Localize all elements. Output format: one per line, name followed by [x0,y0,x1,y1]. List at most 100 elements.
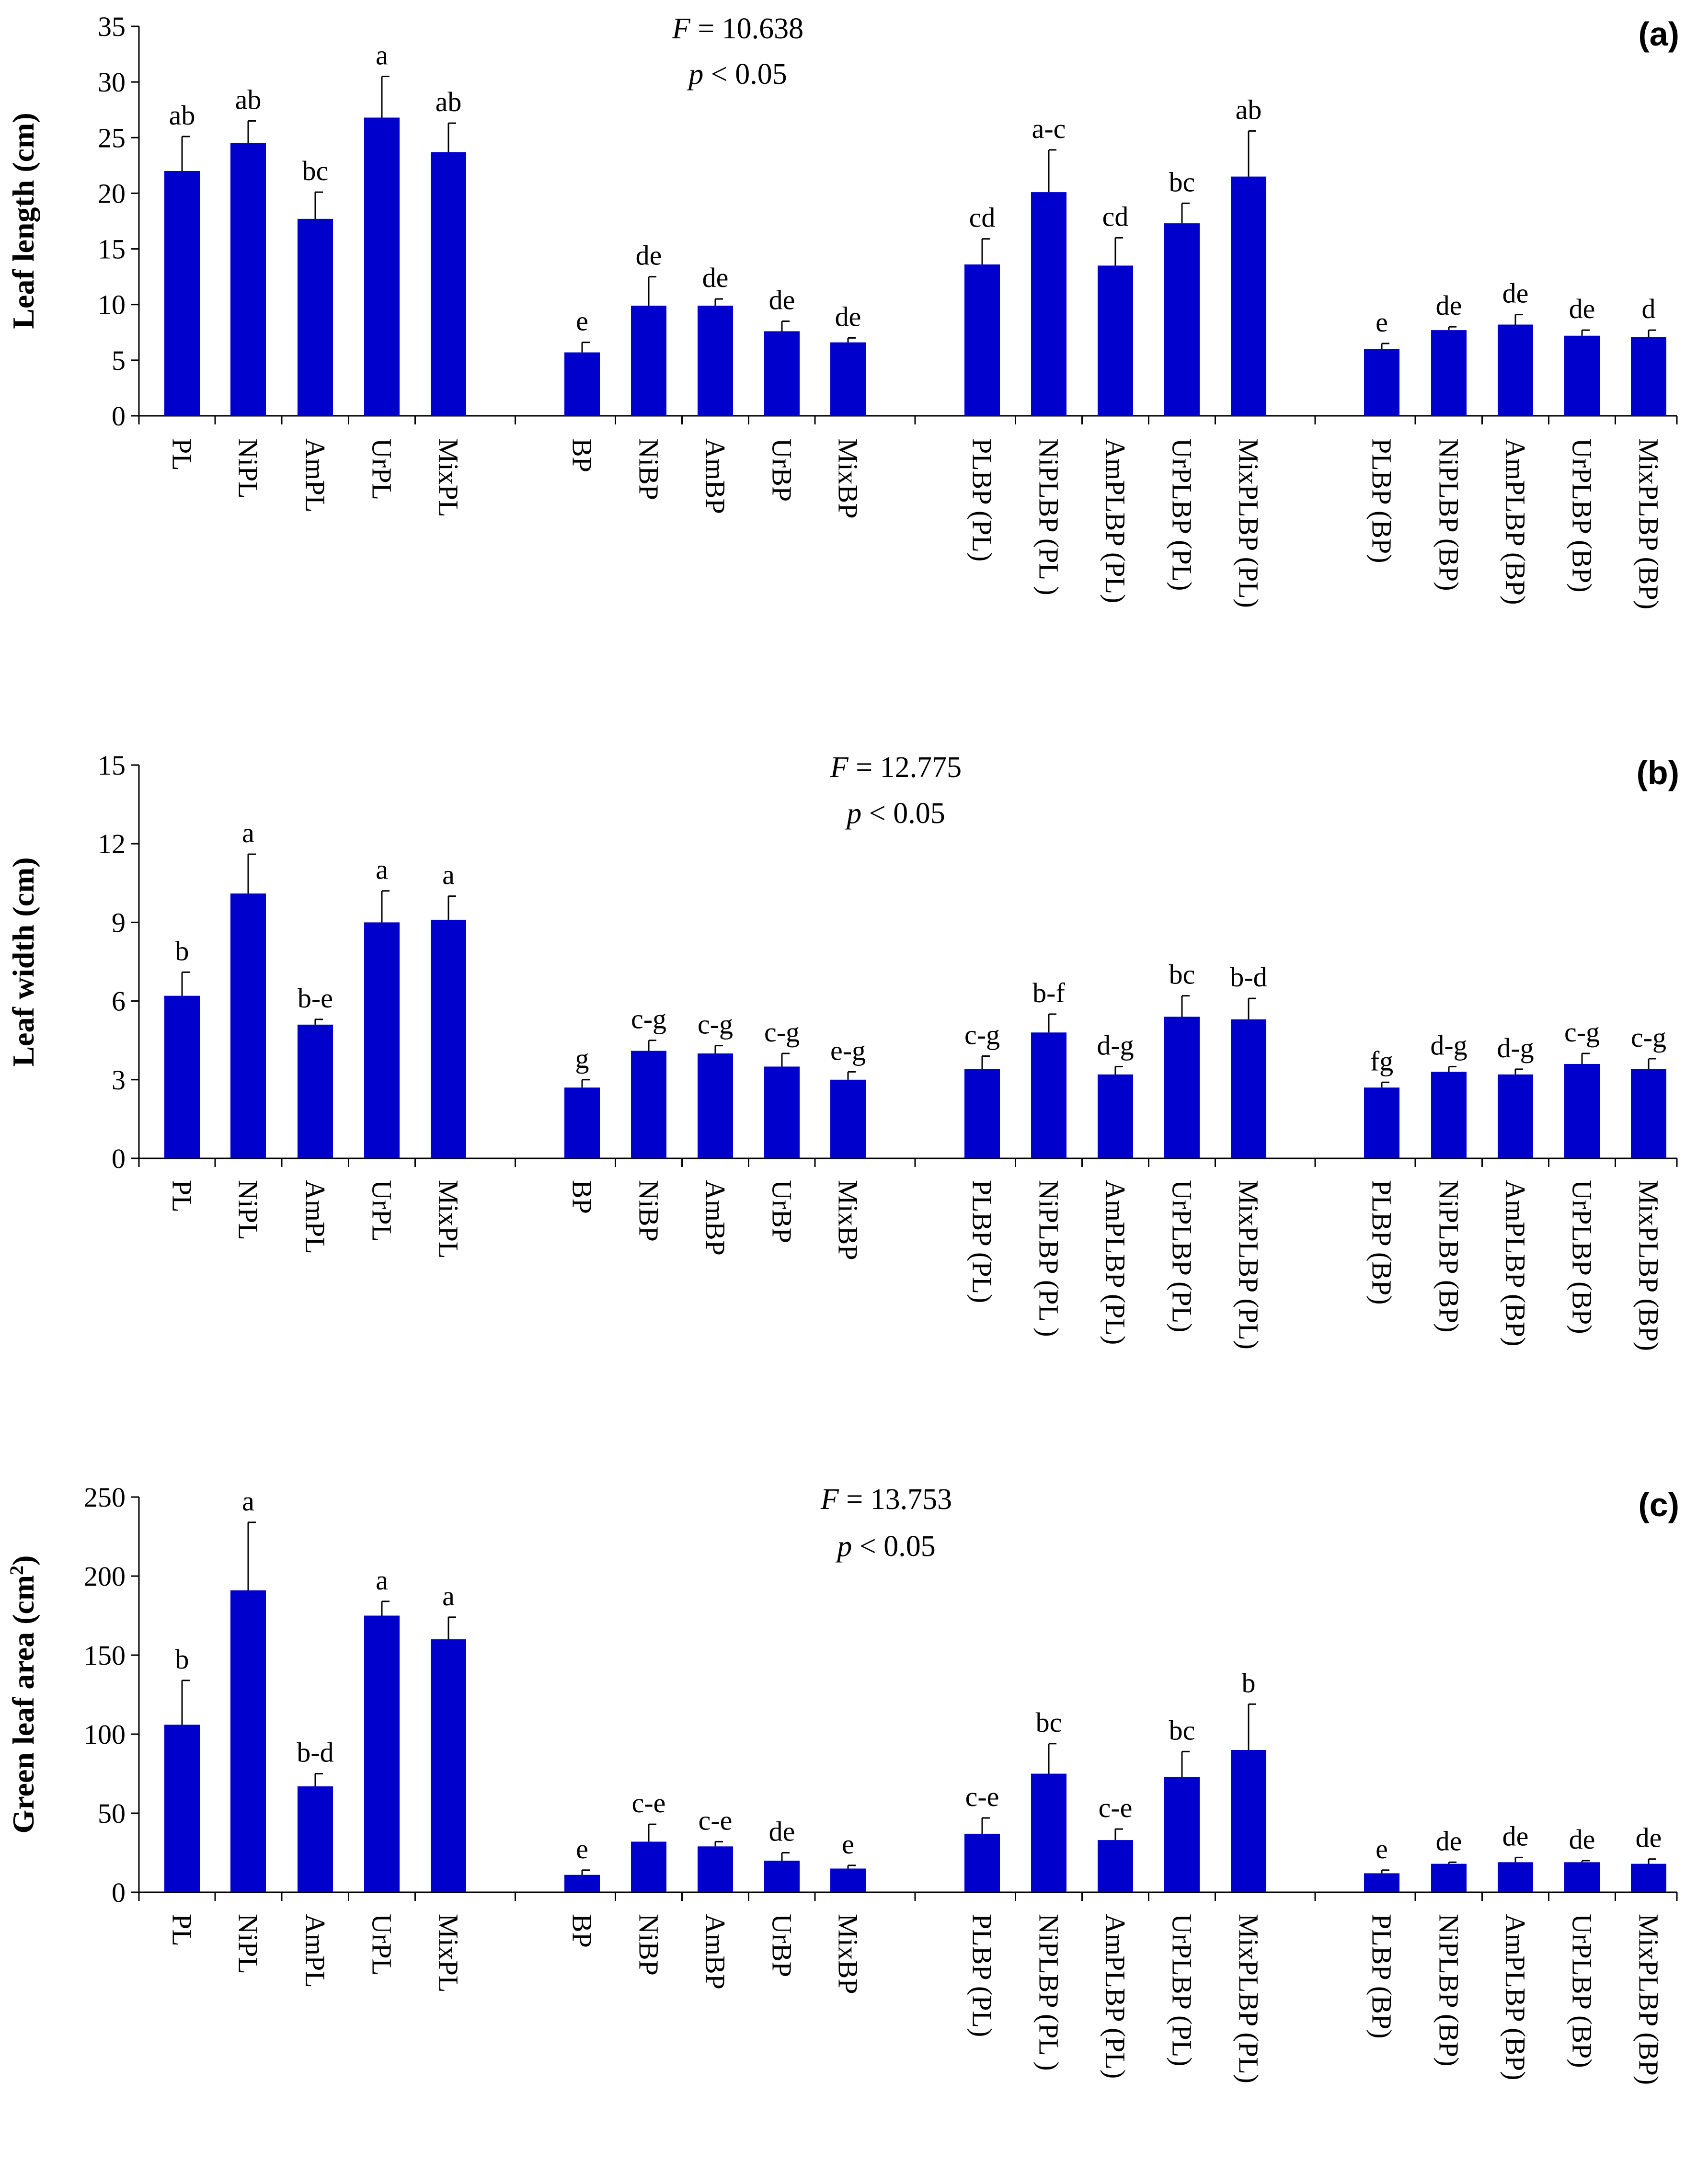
bar [1631,1864,1666,1892]
bar [1364,349,1399,416]
f-value: = 12.775 [848,751,962,784]
bar [298,1024,333,1158]
significance-letter: bc [1036,1707,1062,1738]
bar [1564,1063,1600,1158]
y-axis-label: Green leaf area (cm2) [6,1555,40,1834]
bar [964,264,1000,416]
y-tick-label: 20 [98,178,126,209]
category-label: PLBP (PL) [967,1914,998,2037]
significance-letter: de [636,240,662,271]
significance-letter: de [769,1816,795,1847]
p-value-text: < 0.05 [861,797,945,830]
panel-tag: (b) [1637,754,1679,791]
bar [1098,265,1133,416]
bar [1098,1074,1133,1158]
category-label: AmPLBP (BP) [1500,1180,1531,1347]
bar [230,1590,266,1892]
significance-letter: a [442,1580,455,1612]
bar [564,1087,600,1158]
significance-letter: bc [1169,166,1195,197]
p-symbol: p [835,1530,852,1563]
panel-c-green-leaf-area: 0 50 100 150 200 250 Green leaf area (cm2) (c) F… [6,1482,1679,2085]
significance-letter: b-d [1230,961,1267,993]
category-label: AmPLBP (PL) [1100,1180,1131,1345]
bar [1031,1032,1066,1158]
significance-letter: g [575,1043,589,1074]
bar [1164,1777,1200,1892]
significance-letter: ab [436,86,462,117]
significance-letter: d-g [1497,1032,1534,1063]
category-label: PLBP (PL) [967,438,998,561]
significance-letter: de [1436,290,1462,321]
significance-letter: c-g [1631,1022,1666,1053]
bar [631,1051,666,1158]
y-axis-label: Leaf length (cm) [6,113,40,329]
bar [164,995,200,1158]
significance-letter: de [1436,1825,1462,1856]
bar [830,1079,866,1158]
bar [1498,324,1533,416]
significance-letter: e-g [830,1035,866,1066]
y-tick-label: 200 [84,1561,126,1592]
bar [364,1615,400,1892]
category-label: UrPLBP (BP) [1567,1914,1598,2068]
bar [1431,330,1467,416]
significance-letter: a [376,40,388,71]
bar [698,306,733,416]
y-tick-label: 0 [112,400,126,432]
bar [1164,223,1200,416]
y-tick-label: 0 [112,1143,126,1174]
significance-letter: de [702,262,729,293]
category-label: MixPL [433,1180,464,1258]
bar [964,1833,1000,1892]
category-label: BP [567,1914,598,1948]
y-tick-label: 0 [112,1877,126,1908]
panel-a-leaf-length: 0 5 10 15 20 25 30 35 Leaf length (cm) (a) F = 10.… [6,11,1679,609]
significance-letter: a [376,854,388,885]
bar [830,1868,866,1892]
category-label: PL [167,438,198,471]
significance-letter: de [1502,278,1529,309]
bar [1631,337,1666,416]
p-symbol: p [687,58,703,91]
y-tick-label: 250 [84,1482,126,1513]
category-label: MixPLBP (PL) [1233,438,1264,608]
p-symbol: p [845,797,861,830]
y-tick-label: 9 [112,907,126,938]
significance-letter: e [1376,307,1388,338]
significance-letter: b-d [297,1737,333,1768]
category-label: MixPLBP (PL) [1233,1180,1264,1349]
y-tick-label: 150 [84,1640,126,1671]
bar [431,919,466,1158]
category-label: NiPLBP (PL ) [1033,1914,1065,2071]
category-label: NiBP [633,438,665,500]
category-label: AmBP [700,1914,731,1990]
bar [1431,1072,1467,1158]
significance-letter: c-g [964,1019,1000,1051]
f-value: = 10.638 [690,12,803,45]
category-label: BP [567,438,598,472]
category-label: NiPLBP (BP) [1433,438,1465,591]
significance-letter: b [175,935,189,966]
panel-b-leaf-width: 0 3 6 9 12 15 Leaf width (cm) (b) F = 12.775 p < … [6,750,1679,1351]
panel-tag: (a) [1638,15,1679,53]
bar [1564,335,1600,416]
bar [298,218,333,416]
bar [431,152,466,416]
category-label: UrPLBP (BP) [1567,438,1598,593]
category-label: PL [167,1914,198,1946]
significance-letter: e [1376,1833,1388,1864]
f-statistic: F = 10.638 [672,12,803,45]
category-label: BP [567,1180,598,1214]
bar [1231,176,1266,416]
bar [964,1069,1000,1158]
category-label: UrPLBP (PL) [1167,1180,1198,1333]
significance-letter: de [835,301,861,332]
bar [164,171,200,416]
significance-letter: c-e [632,1787,666,1818]
bar [298,1786,333,1892]
category-label: MixPLBP (BP) [1633,1914,1664,2085]
category-label: AmPL [300,1180,331,1254]
significance-letter: b [1242,1667,1256,1698]
